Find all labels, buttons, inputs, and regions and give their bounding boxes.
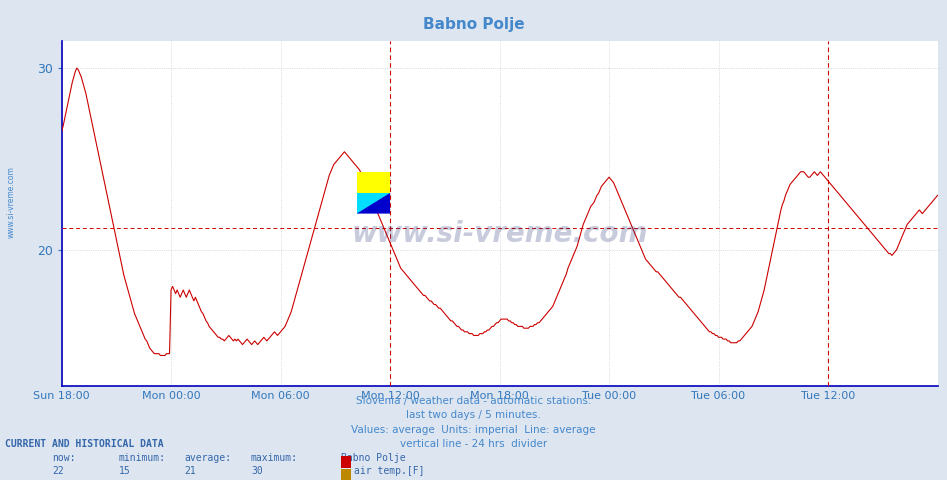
Text: Babno Polje: Babno Polje	[422, 17, 525, 32]
Text: CURRENT AND HISTORICAL DATA: CURRENT AND HISTORICAL DATA	[5, 439, 164, 449]
Text: 15: 15	[118, 466, 130, 476]
Text: air temp.[F]: air temp.[F]	[354, 466, 424, 476]
Text: 22: 22	[52, 466, 63, 476]
Text: Slovenia / weather data - automatic stations.: Slovenia / weather data - automatic stat…	[356, 396, 591, 406]
Text: now:: now:	[52, 453, 76, 463]
Polygon shape	[357, 193, 390, 214]
Text: Values: average  Units: imperial  Line: average: Values: average Units: imperial Line: av…	[351, 425, 596, 435]
Bar	[357, 172, 390, 193]
Text: average:: average:	[185, 453, 232, 463]
Text: vertical line - 24 hrs  divider: vertical line - 24 hrs divider	[400, 439, 547, 449]
Text: last two days / 5 minutes.: last two days / 5 minutes.	[406, 410, 541, 420]
Text: Babno Polje: Babno Polje	[341, 453, 405, 463]
Polygon shape	[357, 193, 390, 214]
Text: www.si-vreme.com: www.si-vreme.com	[7, 166, 16, 238]
Text: 21: 21	[185, 466, 196, 476]
Text: minimum:: minimum:	[118, 453, 166, 463]
Text: 30: 30	[251, 466, 262, 476]
Text: maximum:: maximum:	[251, 453, 298, 463]
Text: www.si-vreme.com: www.si-vreme.com	[351, 220, 648, 248]
